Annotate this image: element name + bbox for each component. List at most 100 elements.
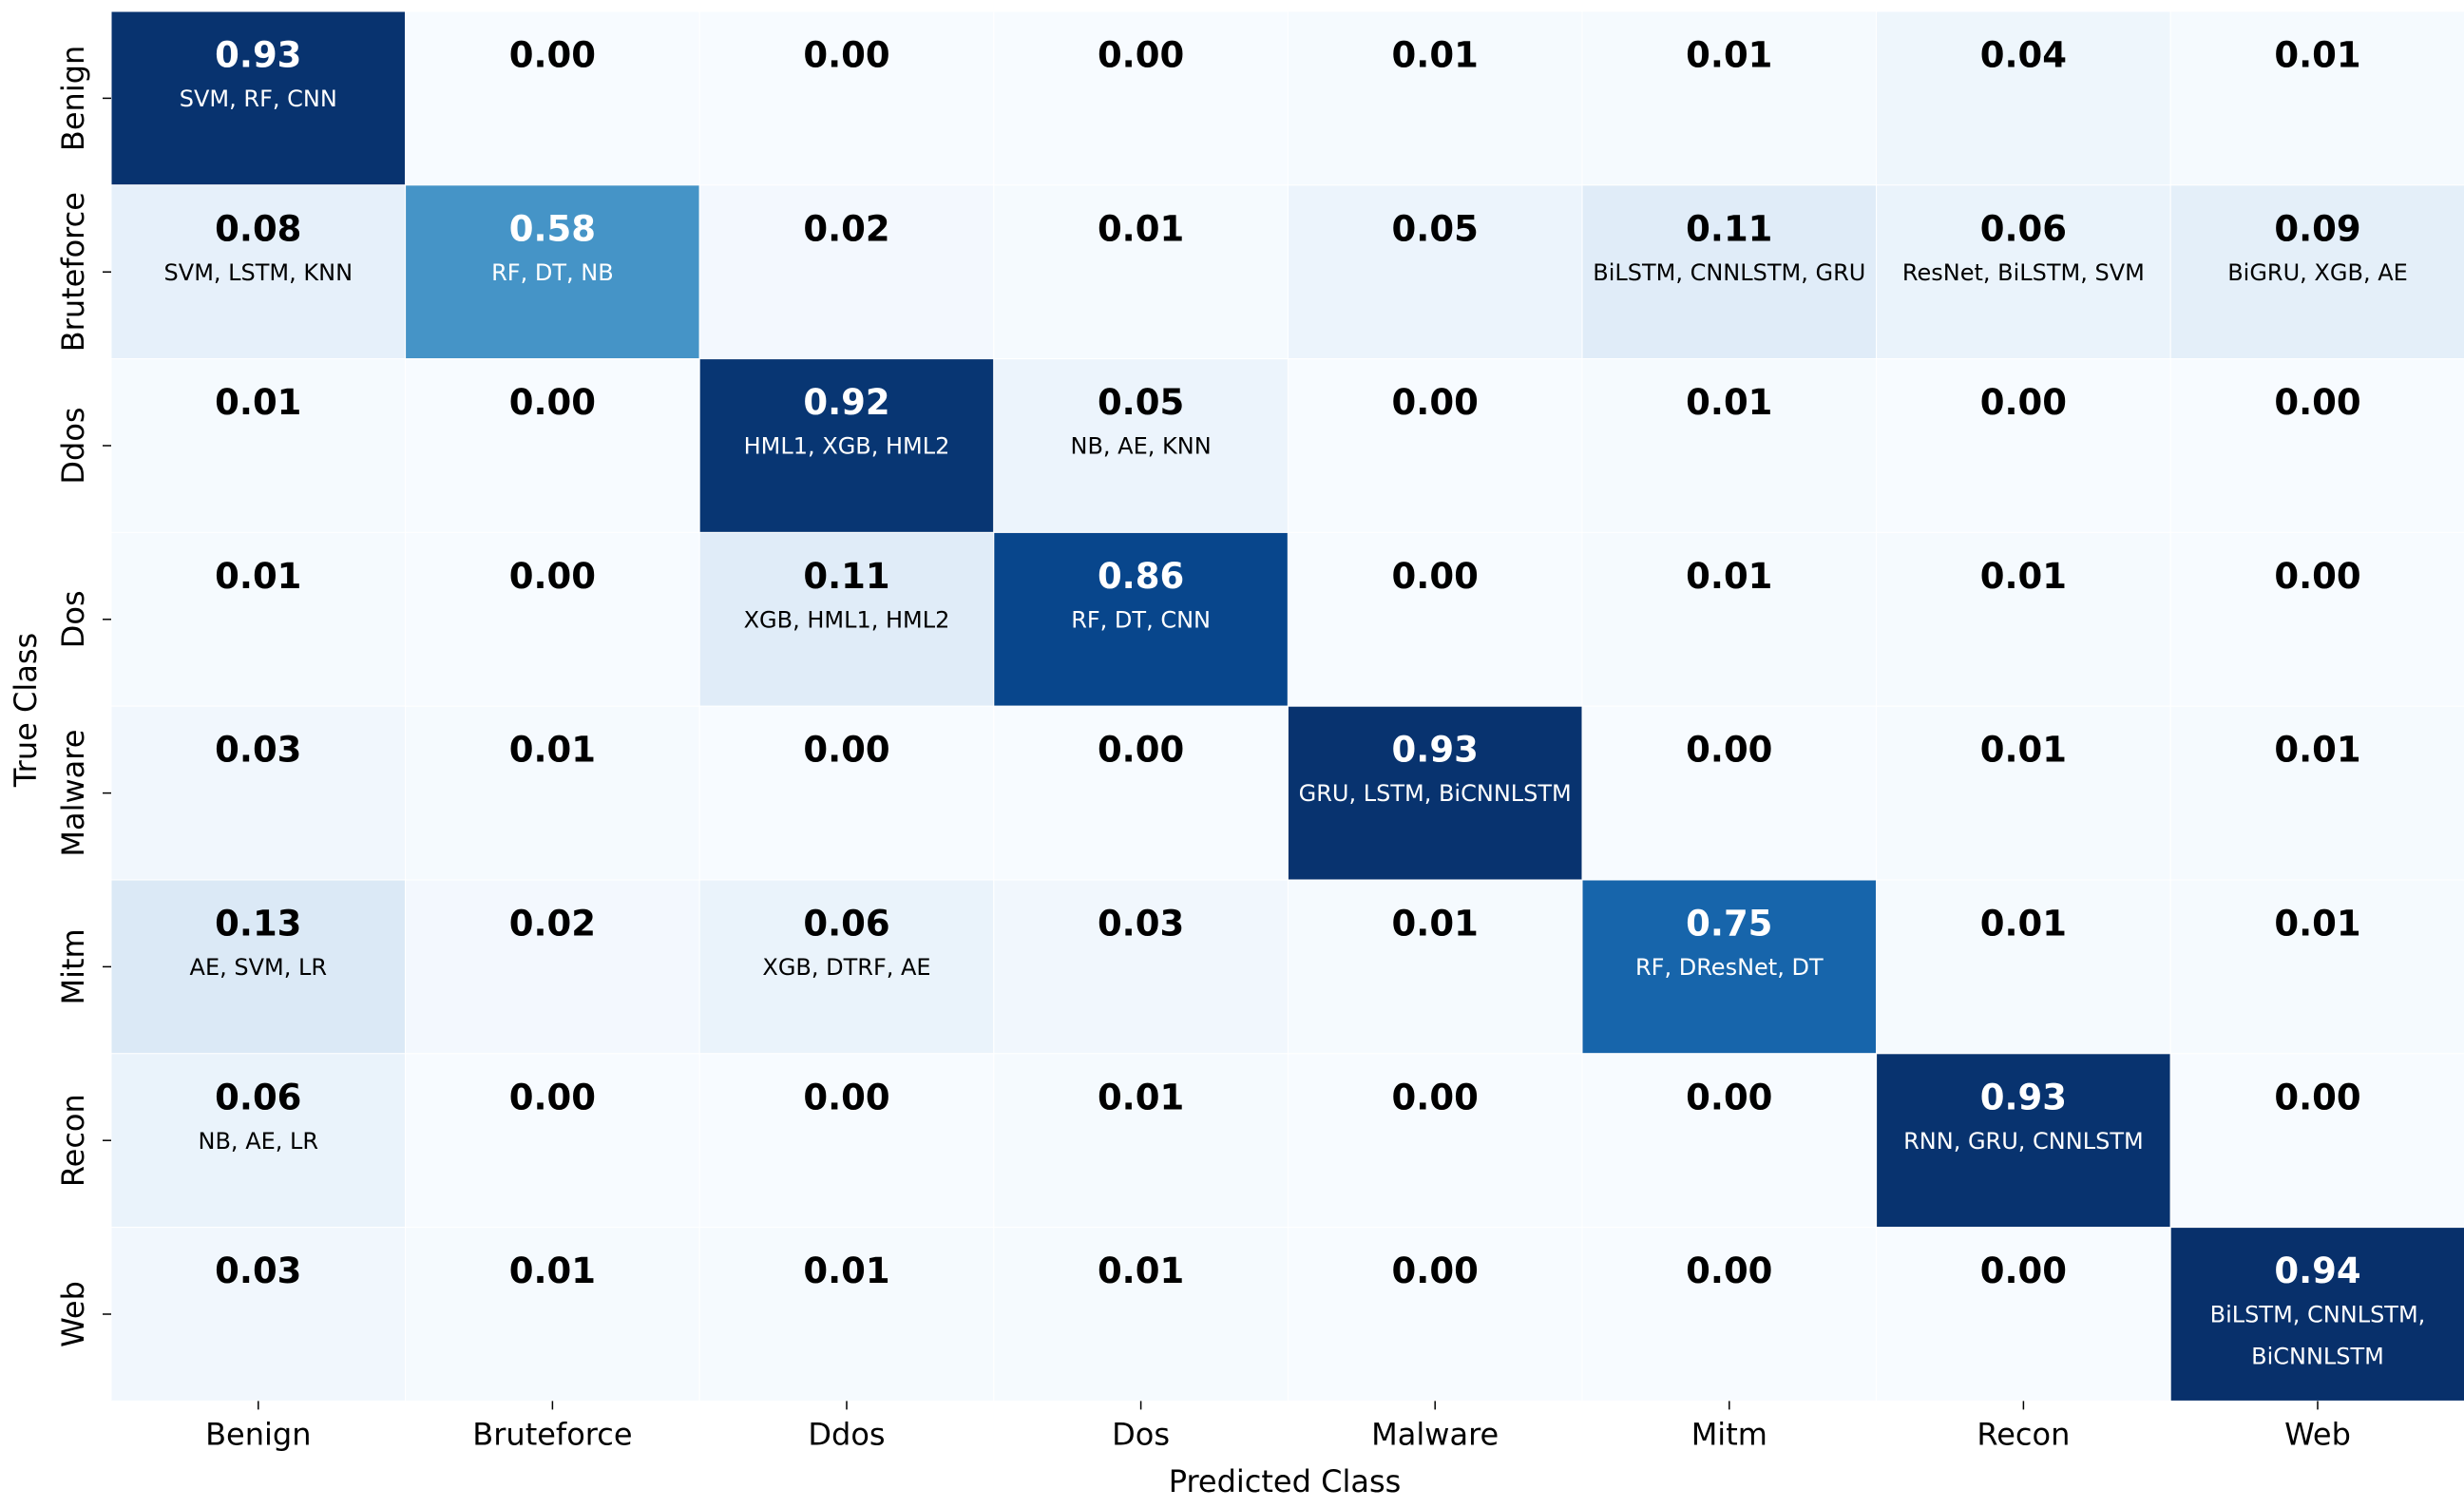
cell-model-label: HML1, XGB, HML2: [744, 433, 950, 460]
heatmap-cell: 0.01: [993, 184, 1289, 360]
cell-model-label: BiGRU, XGB, AE: [2227, 259, 2408, 286]
heatmap-cell-fill: [993, 1227, 1289, 1402]
heatmap-cell-fill: [1876, 705, 2171, 881]
heatmap-cell: 0.00: [1287, 358, 1583, 533]
heatmap-cell-fill: [110, 358, 407, 533]
cell-value-label: 0.00: [1392, 1250, 1479, 1291]
cell-model-label: GRU, LSTM, BiCNNLSTM: [1299, 780, 1572, 807]
cell-value-label: 0.03: [215, 730, 301, 771]
heatmap-cell-fill: [1287, 10, 1583, 186]
cell-value-label: 0.01: [2274, 730, 2360, 771]
heatmap-cell-fill: [405, 1227, 700, 1402]
heatmap-cell: 0.00: [2169, 1053, 2464, 1229]
x-tick-label: Recon: [1977, 1416, 2070, 1452]
heatmap-cell-fill: [1581, 1053, 1878, 1229]
heatmap-cell-fill: [405, 1053, 700, 1229]
cell-value-label: 0.01: [1098, 1250, 1184, 1291]
cell-value-label: 0.94: [2274, 1250, 2360, 1291]
heatmap-cell-fill: [110, 1227, 407, 1402]
heatmap-cell: 0.13 AE, SVM, LR: [110, 879, 407, 1055]
heatmap-cell-fill: [2169, 705, 2464, 881]
heatmap-cell-fill: [2169, 1227, 2464, 1402]
heatmap-cell: 0.05: [1287, 184, 1583, 360]
heatmap-cell: 0.00: [993, 705, 1289, 881]
heatmap-cell-fill: [110, 10, 407, 186]
cell-value-label: 0.00: [509, 382, 596, 423]
cell-model-label: RNN, GRU, CNNLSTM: [1903, 1128, 2144, 1155]
heatmap-cell-fill: [2169, 531, 2464, 707]
heatmap-cell: 0.01: [1287, 879, 1583, 1055]
cell-value-label: 0.58: [509, 208, 596, 249]
heatmap-cell: 0.01: [405, 1227, 700, 1402]
y-tick-label: Ddos: [55, 407, 91, 484]
cell-model-label: AE, SVM, LR: [190, 954, 328, 981]
heatmap-cell: 0.11 XGB, HML1, HML2: [698, 531, 995, 707]
cell-value-label: 0.00: [1980, 382, 2067, 423]
heatmap-cells: 0.93 SVM, RF, CNN 0.00 0.00 0.00 0.01 0.01 0.04…: [110, 10, 2464, 1402]
heatmap-cell-fill: [1581, 1227, 1878, 1402]
cell-value-label: 0.00: [1686, 730, 1772, 771]
heatmap-cell-fill: [1581, 358, 1878, 533]
cell-value-label: 0.01: [2274, 904, 2360, 945]
heatmap-cell-fill: [1581, 531, 1878, 707]
cell-value-label: 0.93: [1392, 730, 1479, 771]
heatmap-cell: 0.92 HML1, XGB, HML2: [698, 358, 995, 533]
cell-value-label: 0.00: [2274, 556, 2360, 597]
heatmap-cell: 0.01: [993, 1053, 1289, 1229]
cell-value-label: 0.01: [803, 1250, 889, 1291]
cell-model-label: NB, AE, KNN: [1071, 433, 1212, 460]
heatmap-cell: 0.00: [2169, 358, 2464, 533]
cell-value-label: 0.00: [803, 730, 889, 771]
heatmap-cell: 0.00: [2169, 531, 2464, 707]
cell-value-label: 0.08: [215, 208, 301, 249]
heatmap-cell: 0.00: [1876, 358, 2171, 533]
cell-value-label: 0.01: [509, 730, 596, 771]
heatmap-cell: 0.93 GRU, LSTM, BiCNNLSTM: [1287, 705, 1583, 881]
heatmap-cell: 0.86 RF, DT, CNN: [993, 531, 1289, 707]
heatmap-cell-fill: [698, 184, 995, 360]
cell-value-label: 0.00: [1098, 730, 1184, 771]
cell-value-label: 0.11: [803, 556, 889, 597]
heatmap-cell-fill: [405, 705, 700, 881]
cell-value-label: 0.13: [215, 904, 301, 945]
cell-model-label: SVM, RF, CNN: [180, 86, 337, 112]
x-tick-label: Benign: [205, 1416, 311, 1452]
heatmap-cell-fill: [1287, 184, 1583, 360]
heatmap-cell-fill: [698, 10, 995, 186]
heatmap-cell: 0.00: [1287, 531, 1583, 707]
heatmap-cell: 0.01: [993, 1227, 1289, 1402]
cell-value-label: 0.00: [2274, 382, 2360, 423]
heatmap-cell: 0.09 BiGRU, XGB, AE: [2169, 184, 2464, 360]
heatmap-cell-fill: [1876, 184, 2171, 360]
cell-value-label: 0.03: [1098, 904, 1184, 945]
heatmap-cell-fill: [993, 184, 1289, 360]
heatmap-cell-fill: [1876, 1053, 2171, 1229]
cell-value-label: 0.01: [1686, 35, 1772, 76]
heatmap-cell: 0.06 ResNet, BiLSTM, SVM: [1876, 184, 2171, 360]
heatmap-cell: 0.75 RF, DResNet, DT: [1581, 879, 1878, 1055]
x-tick-label: Ddos: [808, 1416, 885, 1452]
heatmap-cell-fill: [2169, 184, 2464, 360]
cell-value-label: 0.75: [1686, 904, 1772, 945]
cell-value-label: 0.01: [1686, 556, 1772, 597]
cell-value-label: 0.01: [509, 1250, 596, 1291]
heatmap-cell: 0.01: [1581, 531, 1878, 707]
heatmap-cell: 0.58 RF, DT, NB: [405, 184, 700, 360]
heatmap-cell: 0.02: [405, 879, 700, 1055]
heatmap-cell: 0.01: [2169, 879, 2464, 1055]
cell-value-label: 0.00: [2274, 1077, 2360, 1117]
cell-value-label: 0.86: [1098, 556, 1184, 597]
heatmap-cell: 0.93 RNN, GRU, CNNLSTM: [1876, 1053, 2171, 1229]
cell-model-label: XGB, DTRF, AE: [762, 954, 930, 981]
heatmap-cell: 0.01: [1581, 358, 1878, 533]
cell-model-label: RF, DT, NB: [491, 259, 614, 286]
x-axis-label: Predicted Class: [1169, 1463, 1402, 1499]
heatmap-cell: 0.00: [405, 10, 700, 186]
heatmap-cell-fill: [1581, 705, 1878, 881]
heatmap-cell-fill: [2169, 1053, 2464, 1229]
heatmap-cell-fill: [405, 10, 700, 186]
heatmap-cell: 0.00: [698, 1053, 995, 1229]
heatmap-cell: 0.94 BiLSTM, CNNLSTM, BiCNNLSTM: [2169, 1227, 2464, 1402]
cell-value-label: 0.01: [2274, 35, 2360, 76]
